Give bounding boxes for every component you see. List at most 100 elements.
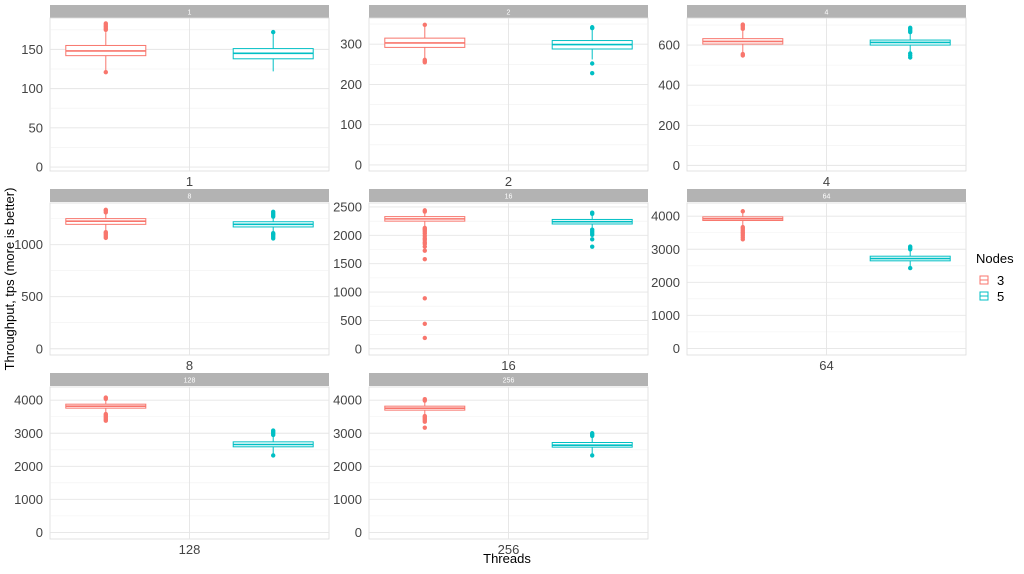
facet-strip [369,373,648,386]
outlier-point [590,70,595,76]
y-tick-label: 3000 [333,426,362,441]
outlier-point [422,256,427,262]
facet-panel-128: 128 0 1000 2000 3000 4000 128 [14,373,330,557]
y-axis-title: Throughput, tps (more is better) [2,188,17,371]
outlier-point [103,411,109,417]
boxplot-nodes-5 [232,209,314,241]
outlier-point [422,335,427,341]
facet-strip [50,189,329,202]
facet-panel-2: 2 0 100 200 300 2 [340,5,649,189]
boxplot-nodes-5 [232,29,314,72]
facet-strip-label: 128 [184,378,196,385]
outlier-point [908,244,913,249]
y-tick-label: 1000 [651,308,680,323]
outlier-point [590,25,595,30]
outlier-point [590,431,595,436]
outlier-point [590,453,595,458]
y-tick-label: 2500 [333,199,362,214]
outlier-point [590,244,595,249]
y-tick-label: 0 [355,525,362,540]
outlier-point [422,57,427,63]
y-tick-label: 3000 [14,426,43,441]
outlier-point [422,397,427,402]
x-tick-label: 16 [501,358,515,373]
boxplot-nodes-5 [232,428,314,458]
y-tick-label: 0 [673,158,680,173]
y-tick-label: 2000 [333,228,362,243]
legend-label: 3 [997,273,1004,288]
outlier-point [422,248,427,253]
boxplot-nodes-3 [384,397,466,430]
y-tick-label: 100 [21,81,43,96]
outlier-point [103,69,109,75]
outlier-point [422,413,427,419]
y-tick-label: 0 [36,341,43,356]
x-tick-label: 128 [179,542,201,557]
boxplot-nodes-3 [384,22,466,65]
y-tick-label: 100 [340,117,362,132]
facet-panel-256: 256 0 1000 2000 3000 4000 256 [333,373,649,557]
x-tick-label: 256 [498,542,520,557]
x-tick-label: 8 [186,358,193,373]
boxplot-nodes-5 [551,431,633,458]
facet-panel-64: 64 0 1000 2000 3000 4000 64 [651,189,967,373]
x-tick-label: 4 [823,174,830,189]
outlier-point [271,209,276,215]
facet-panel-8: 8 0 500 1000 8 [14,189,330,373]
y-tick-label: 0 [355,341,362,356]
facet-strip [687,189,966,202]
outlier-point [422,208,427,213]
y-tick-label: 1000 [333,285,362,300]
y-tick-label: 200 [340,77,362,92]
outlier-point [103,207,109,212]
boxplot-nodes-5 [551,210,633,249]
boxplot-nodes-3 [65,395,147,423]
outlier-point [271,230,276,236]
y-tick-label: 2000 [14,459,43,474]
x-tick-label: 64 [819,358,833,373]
outlier-point [908,265,913,271]
outlier-point [740,224,745,230]
outlier-point [908,25,913,31]
outlier-point [422,225,427,231]
boxplot-nodes-5 [551,25,633,76]
x-tick-label: 1 [186,174,193,189]
facet-panel-16: 16 0 500 1000 1500 2000 2500 16 [333,189,649,373]
y-tick-label: 500 [21,289,43,304]
outlier-point [103,395,109,400]
outlier-point [422,425,427,430]
y-tick-label: 600 [658,38,680,53]
legend-title: Nodes [976,251,1014,266]
boxplot-nodes-5 [869,25,951,60]
outlier-point [422,22,427,28]
outlier-point [590,61,595,66]
y-tick-label: 1000 [333,492,362,507]
y-tick-label: 1500 [333,256,362,271]
outlier-point [422,296,427,301]
outlier-point [422,321,427,327]
facet-strip-label: 4 [825,10,829,17]
facet-strip-label: 2 [507,10,511,17]
y-tick-label: 1000 [14,237,43,252]
y-tick-label: 300 [340,37,362,52]
y-tick-label: 0 [673,341,680,356]
y-tick-label: 200 [658,118,680,133]
x-tick-label: 2 [505,174,512,189]
y-tick-label: 4000 [651,209,680,224]
facet-strip [50,5,329,18]
boxplot-nodes-3 [702,209,784,242]
outlier-point [103,229,109,235]
y-tick-label: 400 [658,78,680,93]
outlier-point [908,51,913,56]
outlier-point [103,21,109,26]
y-tick-label: 2000 [333,459,362,474]
y-tick-label: 0 [36,525,43,540]
legend-label: 5 [997,289,1004,304]
y-tick-label: 3000 [651,242,680,257]
facet-strip [369,5,648,18]
facet-strip-label: 256 [503,378,515,385]
boxplot-nodes-3 [65,21,147,75]
facet-strip-label: 8 [188,194,192,201]
